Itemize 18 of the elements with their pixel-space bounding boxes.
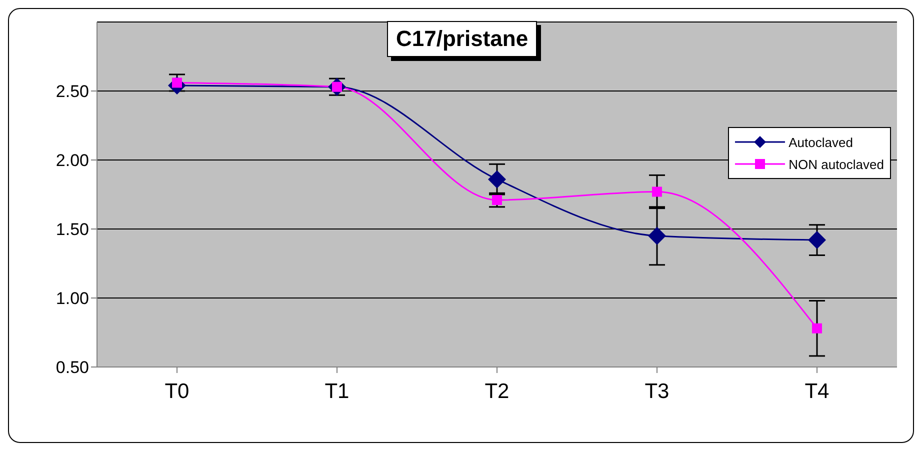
x-tick-label: T1: [324, 380, 350, 403]
point: [488, 170, 506, 188]
y-tick-label: 2.50: [56, 82, 89, 102]
x-tick-label: T0: [164, 380, 190, 403]
legend-label: Autoclaved: [788, 134, 853, 150]
point: [808, 231, 826, 250]
y-tick-label: 1.00: [56, 289, 89, 308]
point: [652, 186, 662, 197]
y-tick-label: 1.50: [56, 220, 89, 240]
x-tick-label: T4: [804, 380, 830, 403]
x-tick-label: T3: [644, 380, 670, 403]
point: [812, 323, 822, 334]
y-tick-label: 2.00: [56, 151, 89, 170]
chart-title: C17/pristane: [387, 21, 538, 57]
y-tick-label: 0.50: [56, 358, 89, 378]
legend-label: NON autoclaved: [788, 156, 884, 172]
point: [648, 226, 666, 245]
x-tick-label: T2: [484, 380, 510, 403]
